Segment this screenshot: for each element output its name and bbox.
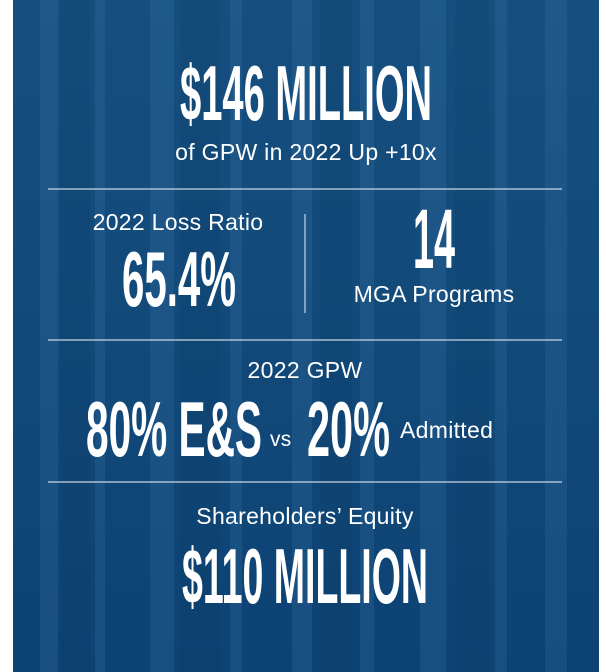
headline-value: $146 MILLION: [180, 49, 432, 137]
connector: vs: [270, 428, 292, 451]
admitted-value: 20%: [307, 385, 390, 473]
loss-ratio-label: 2022 Loss Ratio: [93, 209, 264, 235]
headline-subtitle: of GPW in 2022 Up +10x: [175, 139, 437, 165]
loss-ratio-value: 65.4%: [122, 235, 236, 323]
building-texture: [40, 0, 567, 672]
admitted-label: Admitted: [400, 417, 493, 443]
equity-value: $110 MILLION: [182, 532, 428, 620]
equity-label: Shareholders’ Equity: [196, 503, 414, 529]
programs-label: MGA Programs: [354, 281, 515, 307]
programs-value: 14: [413, 192, 455, 286]
gpw-label: 2022 GPW: [248, 357, 363, 383]
panel-background: [13, 0, 599, 672]
es-value: 80% E&S: [86, 385, 262, 473]
building-shadows: [60, 0, 489, 672]
